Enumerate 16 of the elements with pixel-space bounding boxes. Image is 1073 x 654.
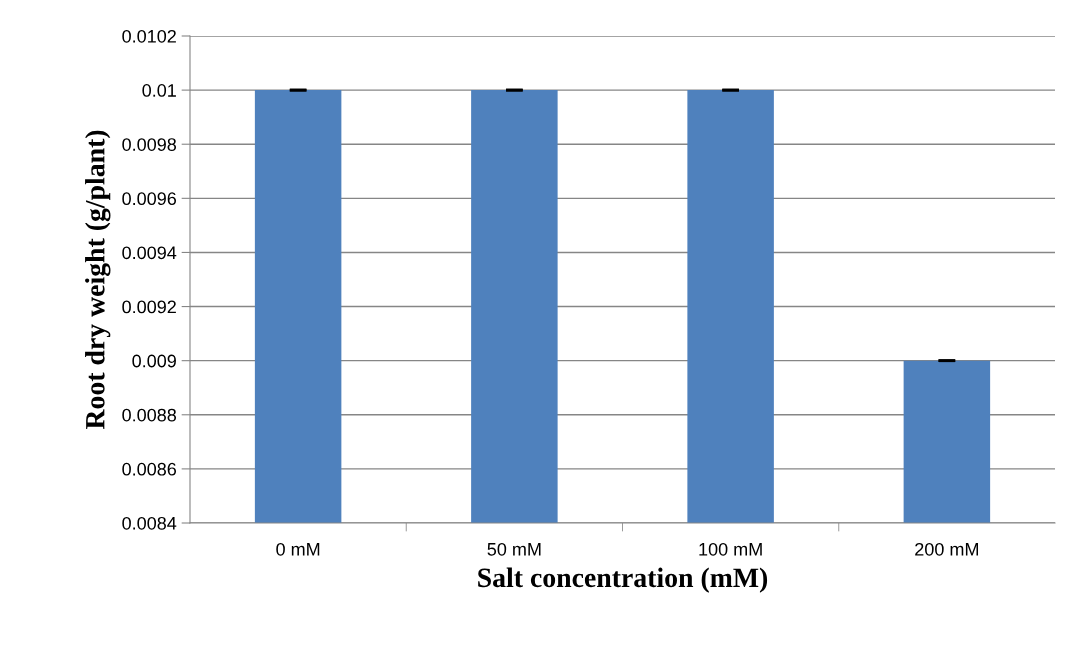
y-tick-label: 0.0092: [122, 300, 176, 314]
y-tick-label: 0.0102: [122, 29, 176, 43]
y-tick-label: 0.0086: [122, 462, 177, 476]
x-tick-label: 100 mM: [699, 542, 762, 556]
y-tick-label: 0.009: [132, 354, 176, 368]
y-tick-label: 0.0096: [122, 192, 177, 206]
x-axis-title: Salt concentration (mM): [478, 567, 768, 593]
y-tick-label: 0.01: [142, 84, 176, 97]
x-tick-label: 200 mM: [915, 542, 979, 556]
x-tick-label: 0 mM: [276, 542, 320, 556]
y-axis-title: Root dry weight (g/plant): [85, 130, 111, 430]
y-tick-label: 0.0094: [122, 246, 177, 260]
x-tick-label: 50 mM: [487, 542, 541, 556]
y-tick-label: 0.0098: [122, 138, 177, 151]
y-tick-label: 0.0088: [122, 408, 177, 422]
y-tick-label: 0.0084: [122, 516, 177, 530]
